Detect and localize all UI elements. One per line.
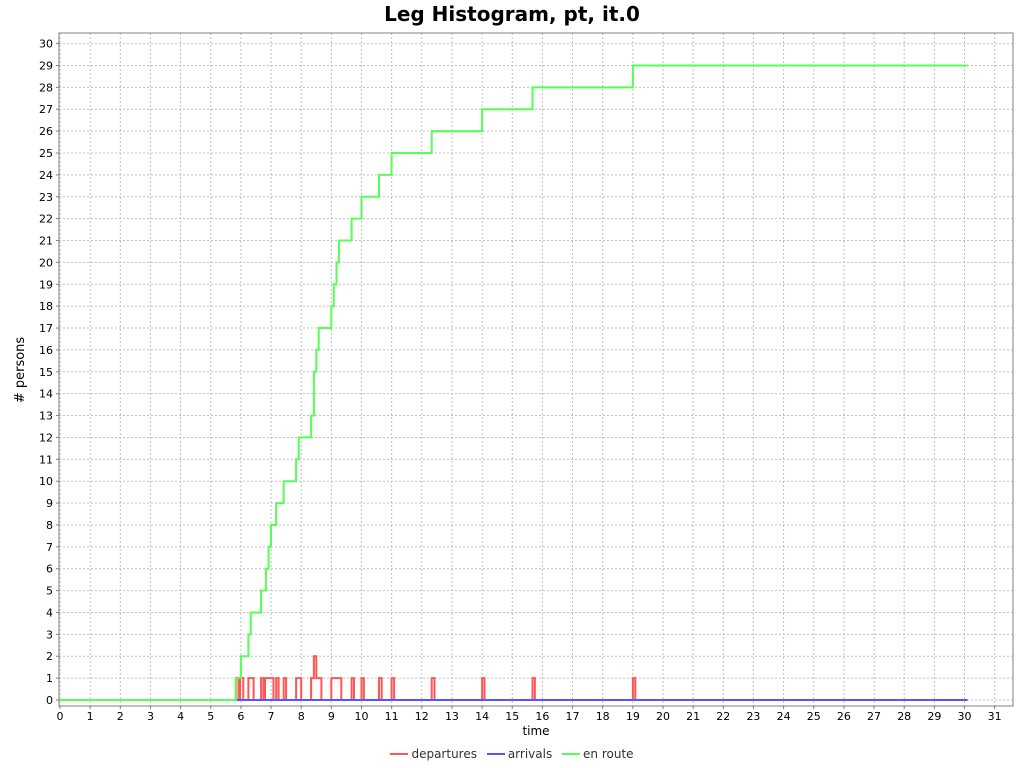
y-tick-label: 15 [39,366,53,379]
y-tick-label: 20 [39,256,53,269]
y-tick-label: 21 [39,235,53,248]
series-lines [60,64,968,701]
y-tick-label: 13 [39,410,53,423]
x-tick-label: 12 [415,710,429,723]
x-tick-label: 22 [716,710,730,723]
x-tick-label: 10 [355,710,369,723]
x-tick-label: 29 [927,710,941,723]
y-tick-label: 30 [39,38,53,51]
series-line-en-route [60,64,968,701]
y-tick-label: 1 [46,672,53,685]
x-tick-label: 31 [988,710,1002,723]
x-tick-label: 11 [385,710,399,723]
legend-item-departures: departures [390,747,477,761]
y-tick-label: 9 [46,497,53,510]
y-tick-label: 3 [46,628,53,641]
y-tick-label: 8 [46,519,53,532]
axis-ticks: 0 1 2 3 4 5 6 7 8 9 10 11 12 13 14 15 16 17 18 19 20 21 22 23 24… [39,38,1002,723]
legend-label-departures: departures [411,747,477,761]
y-tick-label: 27 [39,103,53,116]
x-tick-label: 28 [897,710,911,723]
plot-background [59,33,1013,706]
y-tick-label: 12 [39,431,53,444]
y-tick-label: 5 [46,585,53,598]
y-tick-label: 29 [39,59,53,72]
y-tick-label: 26 [39,125,53,138]
x-tick-label: 17 [566,710,580,723]
grid-lines [59,33,1013,706]
x-tick-label: 18 [596,710,610,723]
x-tick-label: 9 [328,710,335,723]
y-tick-label: 24 [39,169,53,182]
plot-border [58,32,1014,707]
legend: departures arrivals en route [0,747,1024,761]
x-tick-label: 3 [147,710,154,723]
y-tick-label: 7 [46,541,53,554]
y-tick-label: 10 [39,475,53,488]
y-tick-label: 14 [39,388,53,401]
chart-title: Leg Histogram, pt, it.0 [384,2,640,26]
y-tick-label: 16 [39,344,53,357]
y-tick-label: 2 [46,650,53,663]
x-tick-label: 20 [656,710,670,723]
x-tick-label: 14 [475,710,489,723]
x-tick-label: 8 [298,710,305,723]
x-tick-label: 21 [686,710,700,723]
y-tick-label: 11 [39,453,53,466]
x-tick-label: 13 [445,710,459,723]
y-tick-label: 0 [46,694,53,707]
x-tick-label: 1 [87,710,94,723]
y-tick-label: 19 [39,278,53,291]
y-tick-label: 28 [39,81,53,94]
y-tick-label: 6 [46,563,53,576]
legend-swatch-arrivals [486,752,505,755]
y-tick-label: 18 [39,300,53,313]
x-tick-label: 5 [207,710,214,723]
legend-item-arrivals: arrivals [486,747,553,761]
y-tick-label: 23 [39,191,53,204]
x-tick-label: 16 [535,710,549,723]
x-axis-label: time [522,724,549,738]
x-tick-label: 7 [268,710,275,723]
x-tick-label: 4 [177,710,184,723]
x-tick-label: 15 [505,710,519,723]
x-tick-label: 26 [837,710,851,723]
x-tick-label: 27 [867,710,881,723]
y-tick-label: 17 [39,322,53,335]
y-tick-label: 22 [39,213,53,226]
y-tick-label: 4 [46,606,53,619]
x-tick-label: 19 [626,710,640,723]
legend-item-en-route: en route [562,747,634,761]
x-tick-label: 23 [746,710,760,723]
x-tick-label: 0 [57,710,64,723]
y-axis-label: # persons [13,337,28,404]
x-tick-label: 25 [807,710,821,723]
x-tick-label: 24 [777,710,791,723]
legend-label-arrivals: arrivals [507,747,553,761]
x-tick-label: 6 [237,710,244,723]
legend-swatch-departures [390,752,409,755]
x-tick-label: 2 [117,710,124,723]
y-tick-label: 25 [39,147,53,160]
legend-label-en-route: en route [583,747,634,761]
x-tick-label: 30 [958,710,972,723]
legend-swatch-en-route [562,752,581,755]
